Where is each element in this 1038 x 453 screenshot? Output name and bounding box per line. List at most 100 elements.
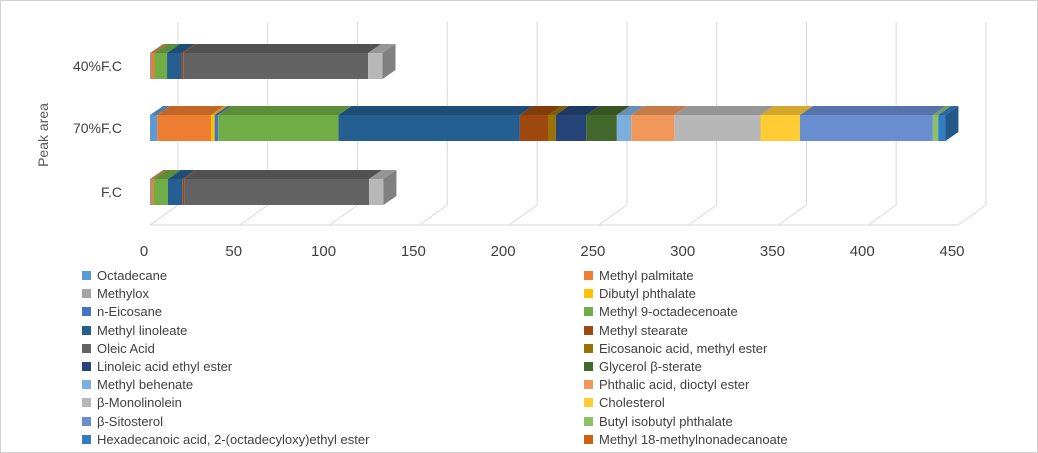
legend-label: Octadecane (97, 268, 168, 283)
bar-front-face (519, 115, 549, 141)
axis-labels: 0 50 100 150 200 250 300 350 400 450 Peak area F.C 7… (35, 58, 965, 260)
bar-segment (368, 44, 396, 79)
x-tick-label: 0 (140, 243, 148, 260)
bar-top-face (932, 106, 952, 115)
legend-label: Methyl palmitate (599, 268, 694, 283)
legend-swatch (584, 307, 593, 317)
legend-swatch (584, 362, 593, 371)
legend-swatch (82, 434, 91, 444)
legend-swatch (82, 416, 91, 426)
legend-label: Glycerol β-sterate (599, 359, 702, 374)
bar-top-face (184, 170, 383, 179)
bar-top-face (181, 44, 197, 53)
legend-item: Methyl linoleate (82, 323, 187, 341)
bar-front-face (150, 115, 158, 141)
bar-segment (150, 170, 167, 205)
legend-swatch (82, 362, 91, 371)
bar-segment (150, 106, 171, 141)
bar-top-face (214, 106, 232, 115)
legend-label: β-Sitosterol (97, 413, 163, 429)
y-category-label: 40%F.C (73, 58, 122, 74)
bar-segment (932, 106, 952, 141)
bar-segment (150, 44, 168, 79)
bar-front-face (674, 115, 761, 141)
bar-top-face (674, 106, 774, 115)
legend-label: n-Eicosane (97, 304, 163, 320)
bar-front-face (211, 115, 215, 141)
bar-top-face (153, 170, 181, 179)
bar-segment (674, 106, 774, 141)
legend-swatch (82, 398, 91, 408)
legend-swatch (82, 380, 91, 390)
bar-segment (586, 106, 630, 141)
bar-front-face (150, 179, 154, 205)
x-tick-label: 150 (401, 243, 426, 260)
bar-segment (183, 44, 382, 79)
legend-item: Methyl 9-octadecenoate (584, 304, 738, 322)
legend-label: Oleic Acid (97, 340, 155, 356)
bar-segment (760, 106, 813, 141)
bar-side-face (383, 170, 397, 205)
bar-segment (214, 106, 232, 141)
bar-front-face (555, 115, 587, 141)
bar-top-face (368, 44, 396, 53)
gridline-floor (867, 204, 897, 226)
bar-front-face (616, 115, 632, 141)
legend-label: β-Monolinolein (97, 395, 182, 411)
x-tick-label: 250 (580, 243, 605, 260)
bar-segment (555, 106, 600, 141)
legend-swatch (82, 325, 91, 335)
legend-item: Methyl 18-methylnonadecanoate (584, 432, 788, 450)
bar-top-face (150, 170, 164, 179)
bar-top-face (799, 106, 946, 115)
bar-top-face (631, 106, 688, 115)
gridline-floor (508, 204, 538, 226)
bar-front-face (167, 53, 182, 79)
bar-top-face (938, 106, 959, 115)
bar-segment (631, 106, 688, 141)
bar-front-face (167, 179, 183, 205)
bar-segment (218, 106, 352, 141)
bar-front-face (153, 179, 168, 205)
bar-top-face (182, 170, 198, 179)
legend-item: Linoleic acid ethyl ester (82, 359, 232, 377)
bar-top-face (150, 106, 171, 115)
legend-swatch (584, 398, 593, 408)
bar-segment (548, 106, 569, 141)
bar-front-face (150, 53, 151, 79)
gridline-floor (239, 204, 269, 226)
legend-label: Methyl 18-methylnonadecanoate (599, 431, 788, 447)
legend-item: β-Sitosterol (82, 414, 163, 432)
bar-front-face (938, 115, 946, 141)
legend-swatch (584, 271, 593, 280)
x-tick-label: 50 (225, 243, 242, 260)
legend-swatch (82, 343, 91, 353)
bar-top-face (157, 106, 225, 115)
legend-label: Dibutyl phthalate (599, 286, 696, 302)
bar-top-face (150, 44, 164, 53)
legend-swatch (584, 434, 593, 444)
bar-front-face (183, 53, 369, 79)
bar-top-face (338, 106, 533, 115)
bar-side-face (945, 106, 959, 141)
gridline-floor (419, 204, 448, 226)
bar-segment (616, 106, 645, 141)
bar-segment (167, 44, 195, 79)
bar-segment (211, 106, 228, 141)
x-tick-label: 350 (760, 243, 785, 260)
legend-swatch (584, 343, 593, 353)
legend-label: Methyl 9-octadecenoate (599, 304, 738, 320)
legend-swatch (584, 325, 593, 335)
bar-top-face (519, 106, 562, 115)
bar-front-face (184, 179, 370, 205)
legend-swatch (82, 307, 91, 317)
bar-top-face (616, 106, 645, 115)
legend-item: Hexadecanoic acid, 2-(octadecyloxy)ethyl… (82, 432, 369, 450)
legend-label: Phthalic acid, dioctyl ester (599, 377, 750, 393)
gridline-floor (149, 204, 179, 226)
legend-item: Cholesterol (584, 395, 665, 413)
bar-segment (184, 170, 383, 205)
x-tick-label: 100 (311, 243, 336, 260)
gridline-floor (598, 204, 628, 226)
